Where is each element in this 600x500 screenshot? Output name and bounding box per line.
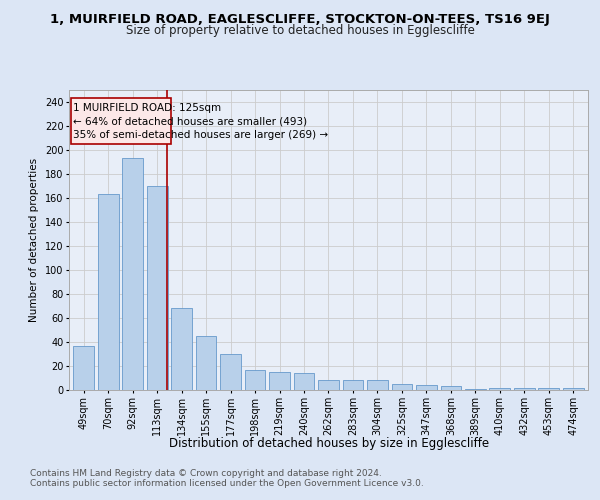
Bar: [171, 308, 192, 390]
Bar: [220, 354, 241, 390]
Bar: [490, 388, 510, 390]
Text: ← 64% of detached houses are smaller (493): ← 64% of detached houses are smaller (49…: [73, 116, 308, 126]
Bar: [73, 346, 94, 390]
Bar: [514, 388, 535, 390]
Text: Contains public sector information licensed under the Open Government Licence v3: Contains public sector information licen…: [30, 479, 424, 488]
Text: Contains HM Land Registry data © Crown copyright and database right 2024.: Contains HM Land Registry data © Crown c…: [30, 469, 382, 478]
Y-axis label: Number of detached properties: Number of detached properties: [29, 158, 39, 322]
Bar: [440, 386, 461, 390]
Text: Size of property relative to detached houses in Egglescliffe: Size of property relative to detached ho…: [125, 24, 475, 37]
Bar: [122, 158, 143, 390]
Bar: [196, 336, 217, 390]
Bar: [416, 385, 437, 390]
Bar: [465, 389, 486, 390]
Bar: [392, 384, 412, 390]
Bar: [318, 380, 339, 390]
Bar: [293, 373, 314, 390]
Bar: [343, 380, 364, 390]
Bar: [269, 372, 290, 390]
Bar: [245, 370, 265, 390]
Text: 1, MUIRFIELD ROAD, EAGLESCLIFFE, STOCKTON-ON-TEES, TS16 9EJ: 1, MUIRFIELD ROAD, EAGLESCLIFFE, STOCKTO…: [50, 12, 550, 26]
Bar: [147, 186, 167, 390]
Bar: [98, 194, 119, 390]
Text: 35% of semi-detached houses are larger (269) →: 35% of semi-detached houses are larger (…: [73, 130, 329, 140]
Bar: [538, 388, 559, 390]
Text: Distribution of detached houses by size in Egglescliffe: Distribution of detached houses by size …: [169, 438, 489, 450]
Bar: [563, 388, 584, 390]
Text: 1 MUIRFIELD ROAD: 125sqm: 1 MUIRFIELD ROAD: 125sqm: [73, 103, 221, 113]
FancyBboxPatch shape: [71, 98, 170, 144]
Bar: [367, 380, 388, 390]
